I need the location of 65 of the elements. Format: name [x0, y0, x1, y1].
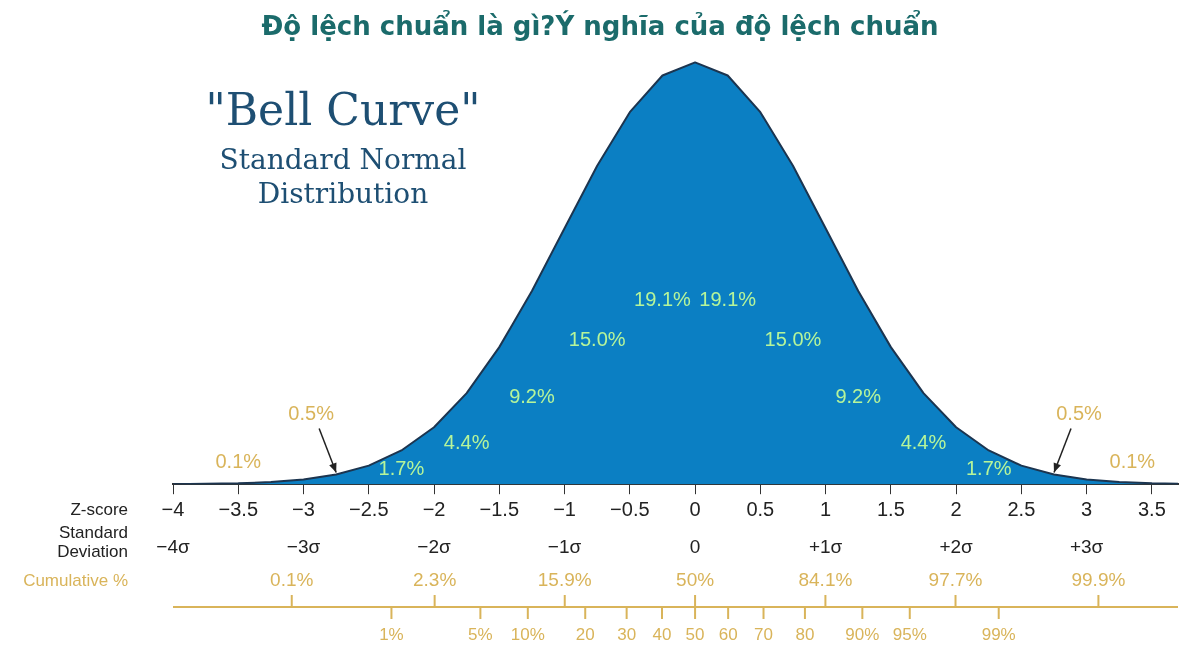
annotation: 1.7% [378, 456, 425, 479]
x2-tick-label: −4σ [156, 535, 190, 557]
x-tick-label: 2.5 [1007, 497, 1036, 520]
x-tick-label: 2 [950, 497, 962, 520]
text: 70 [754, 624, 773, 644]
text: 84.1% [798, 569, 853, 591]
annotation: 19.1% [699, 287, 757, 310]
annotation: Standard Normal [219, 143, 467, 177]
x-tick-label: 0.5 [746, 497, 775, 520]
annotation: 0.1% [1109, 449, 1156, 472]
text: 0.1% [270, 569, 314, 591]
x-tick-label: −0.5 [610, 497, 650, 520]
annotation: 15.0% [764, 328, 822, 351]
annotation: 1.7% [965, 456, 1012, 479]
x-tick-label: −2.5 [349, 497, 389, 520]
chart-title: Độ lệch chuẩn là gì?Ý nghĩa của độ lệch chuẩn [260, 9, 940, 43]
text: 1% [379, 624, 404, 644]
annotation: 15.0% [568, 328, 626, 351]
text: 80 [795, 624, 815, 644]
text: 10% [510, 624, 545, 644]
text: 50% [676, 569, 715, 591]
text: 60 [718, 624, 738, 644]
text: 99.9% [1071, 569, 1126, 591]
x-tick-label: 1 [820, 497, 832, 520]
x2-tick-label: −1σ [547, 535, 582, 557]
annotation: 9.2% [509, 384, 555, 407]
x-tick-label: 0 [689, 497, 701, 520]
text: 15.9% [537, 569, 592, 591]
x-tick-label: −3.5 [218, 497, 258, 520]
text: 30 [617, 624, 637, 644]
x2-tick-label: −3σ [286, 535, 321, 557]
text: Cumulative % [23, 570, 128, 590]
text: 5% [468, 624, 493, 644]
text: 90% [845, 624, 880, 644]
annotation: 4.4% [900, 430, 947, 453]
x-tick-label: −4 [161, 497, 185, 520]
annotation: 4.4% [443, 430, 490, 453]
annotation: 9.2% [835, 384, 882, 407]
text: 99% [981, 624, 1016, 644]
x2-tick-label: −2σ [417, 535, 452, 557]
annotation: 0.5% [288, 402, 335, 425]
annotation: Distribution [257, 177, 429, 211]
text: 20 [575, 624, 595, 644]
x2-tick-label: +2σ [939, 535, 974, 557]
text: 2.3% [412, 569, 457, 591]
x-tick-label: −2 [422, 497, 446, 520]
annotation: 0.1% [215, 449, 262, 472]
annotation: "Bell Curve" [205, 84, 481, 136]
x-tick-label: 1.5 [876, 497, 905, 520]
x-tick-label: 3.5 [1137, 497, 1166, 520]
text: 95% [892, 624, 927, 644]
x-axis-title: Z-score [70, 499, 128, 519]
x-tick-label: −3 [292, 497, 315, 520]
x2-tick-label: +3σ [1069, 535, 1104, 557]
x-tick-label: −1.5 [479, 497, 520, 520]
x2-axis-title: Standard Deviation [57, 522, 128, 561]
text: 97.7% [928, 569, 983, 591]
x-tick-label: −1 [553, 497, 576, 520]
x2-tick-label: +1σ [808, 535, 843, 557]
annotation: 0.5% [1056, 402, 1103, 425]
text: 50 [685, 624, 705, 644]
annotation: 19.1% [634, 287, 692, 310]
x2-tick-label: 0 [689, 535, 701, 557]
text: 40 [652, 624, 672, 644]
x-tick-label: 3 [1081, 497, 1093, 520]
